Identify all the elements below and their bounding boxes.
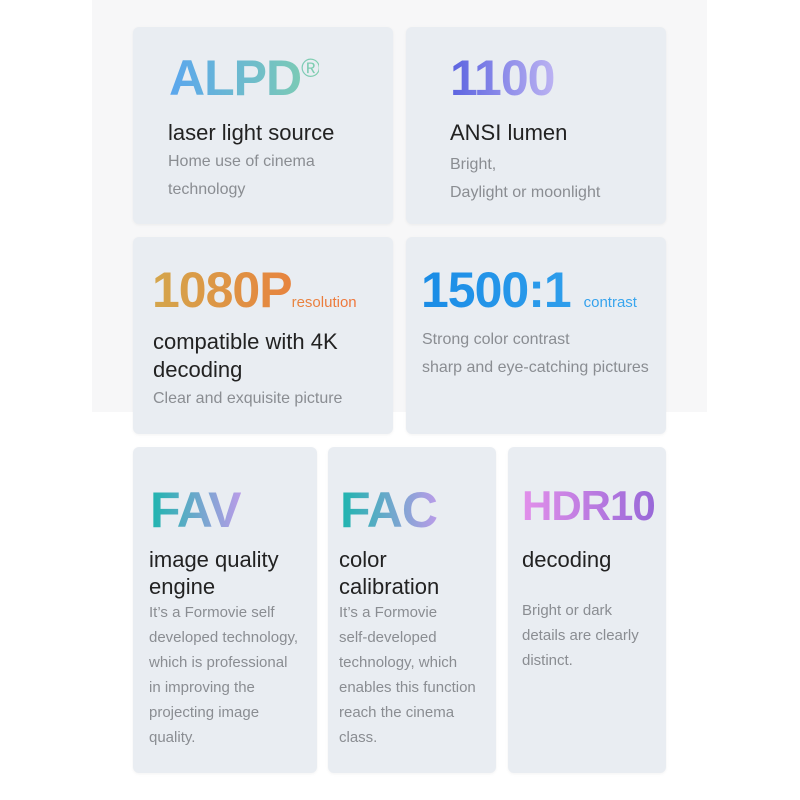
card-lumen-desc: Bright, Daylight or moonlight — [450, 151, 600, 207]
card-fav-title: image quality engine — [149, 546, 279, 600]
card-fac-headline: FAC — [340, 482, 438, 538]
card-fac-title: color calibration — [339, 546, 439, 600]
resolution-value: 1080P — [152, 262, 292, 318]
card-fav: FAV image quality engine It’s a Formovie … — [133, 447, 317, 773]
desc-line: Daylight or moonlight — [450, 184, 601, 201]
card-resolution-headline: 1080Presolution — [152, 265, 357, 315]
desc-line: Bright, — [450, 156, 497, 173]
title-line: calibration — [339, 574, 440, 599]
card-hdr-headline: HDR10 — [522, 482, 656, 529]
card-resolution: 1080Presolution compatible with 4K decodi… — [133, 237, 393, 434]
desc-line: technology, which — [339, 654, 458, 671]
title-line: color — [339, 547, 387, 572]
registered-mark: ® — [301, 53, 320, 83]
card-resolution-title: compatible with 4K decoding — [153, 328, 338, 384]
desc-line: Home use of cinema — [168, 153, 315, 170]
desc-line: details are clearly — [522, 627, 639, 644]
card-alpd: ALPD® laser light source Home use of cin… — [133, 27, 393, 224]
card-alpd-title: laser light source — [168, 120, 335, 145]
card-contrast: 1500:1 contrast Strong color contrast sha… — [406, 237, 666, 434]
card-fav-headline: FAV — [150, 482, 242, 538]
alpd-text: ALPD — [169, 50, 302, 106]
card-lumen-headline: 1100 — [450, 50, 555, 106]
desc-line: technology — [168, 181, 246, 198]
card-contrast-desc: Strong color contrast sharp and eye-catch… — [422, 326, 649, 382]
desc-line: sharp and eye-catching pictures — [422, 359, 649, 376]
desc-line: quality. — [149, 729, 196, 746]
card-hdr-desc: Bright or dark details are clearly distinc… — [522, 598, 639, 673]
desc-line: self-developed — [339, 629, 437, 646]
desc-line: Strong color contrast — [422, 331, 570, 348]
card-contrast-headline: 1500:1 contrast — [421, 265, 637, 315]
title-line: compatible with 4K — [153, 329, 338, 354]
card-fac-desc: It’s a Formovie self-developed technology,… — [339, 600, 476, 750]
desc-line: distinct. — [522, 652, 573, 669]
desc-line: which is professional — [149, 654, 288, 671]
desc-line: Bright or dark — [522, 602, 613, 619]
desc-line: enables this function — [339, 679, 476, 696]
desc-line: in improving the — [149, 679, 255, 696]
card-hdr-title: decoding — [522, 547, 612, 572]
card-hdr: HDR10 decoding Bright or dark details are… — [508, 447, 666, 773]
desc-line: reach the cinema — [339, 704, 455, 721]
desc-line: class. — [339, 729, 378, 746]
desc-line: projecting image — [149, 704, 260, 721]
card-lumen-title: ANSI lumen — [450, 120, 568, 145]
title-line: engine — [149, 574, 216, 599]
card-alpd-headline: ALPD® — [169, 53, 319, 103]
card-fac: FAC color calibration It’s a Formovie self… — [328, 447, 496, 773]
title-line: image quality — [149, 547, 279, 572]
resolution-suffix: resolution — [291, 294, 357, 311]
contrast-value: 1500:1 — [421, 262, 571, 318]
card-lumen: 1100 ANSI lumen Bright, Daylight or moonl… — [406, 27, 666, 224]
title-line: decoding — [153, 357, 243, 382]
card-alpd-desc: Home use of cinema technology — [168, 148, 315, 204]
card-resolution-desc: Clear and exquisite picture — [153, 390, 343, 407]
desc-line: It’s a Formovie — [339, 604, 438, 621]
desc-line: developed technology, — [149, 629, 299, 646]
contrast-suffix: contrast — [583, 294, 637, 311]
card-fav-desc: It’s a Formovie self developed technology… — [149, 600, 298, 750]
desc-line: It’s a Formovie self — [149, 604, 275, 621]
